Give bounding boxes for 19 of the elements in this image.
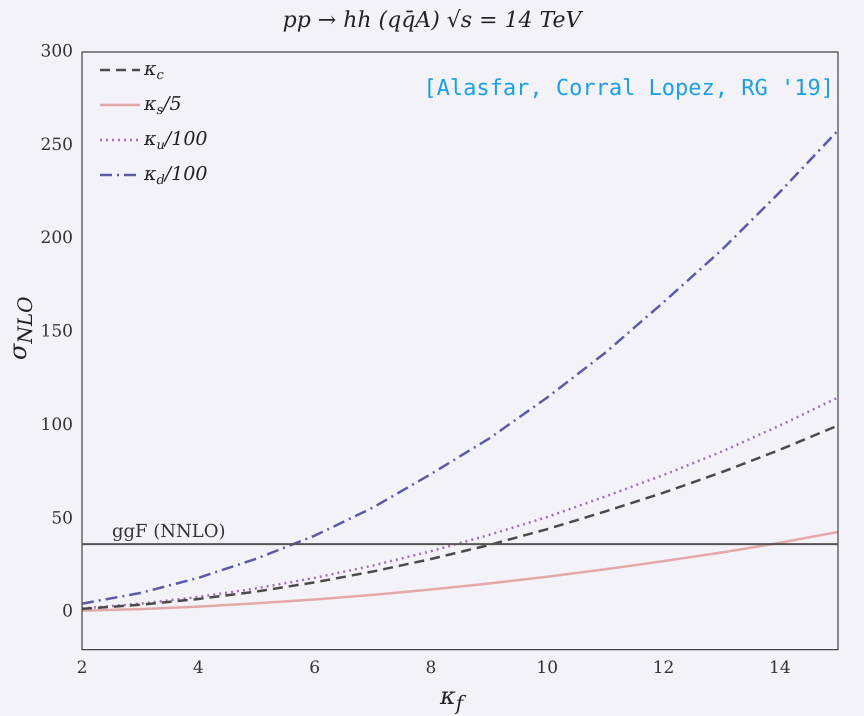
x-tick-label: 6 bbox=[309, 658, 320, 678]
x-tick-label: 10 bbox=[536, 658, 558, 678]
chart-title: pp → hh (qq̄A) √s = 14 TeV bbox=[282, 8, 584, 33]
y-tick-label: 250 bbox=[40, 134, 73, 155]
ref-line-label: ggF (NNLO) bbox=[112, 520, 226, 542]
x-tick-label: 4 bbox=[192, 658, 204, 678]
y-tick-label: 150 bbox=[40, 322, 73, 342]
y-tick-label: 200 bbox=[40, 228, 73, 248]
annotation: [Alasfar, Corral Lopez, RG '19] bbox=[423, 76, 834, 101]
x-tick-label: 8 bbox=[426, 658, 436, 678]
y-tick-label: 100 bbox=[40, 414, 73, 435]
y-tick-label: 300 bbox=[40, 41, 73, 62]
line-series bbox=[82, 129, 838, 605]
x-tick-label: 12 bbox=[652, 658, 674, 678]
y-tick-label: 0 bbox=[62, 602, 73, 622]
y-tick-label: 50 bbox=[51, 508, 73, 528]
x-tick-label: 2 bbox=[76, 658, 88, 678]
x-axis-title: κ$_{f}$ bbox=[440, 682, 464, 715]
x-tick-label: 14 bbox=[769, 658, 791, 678]
